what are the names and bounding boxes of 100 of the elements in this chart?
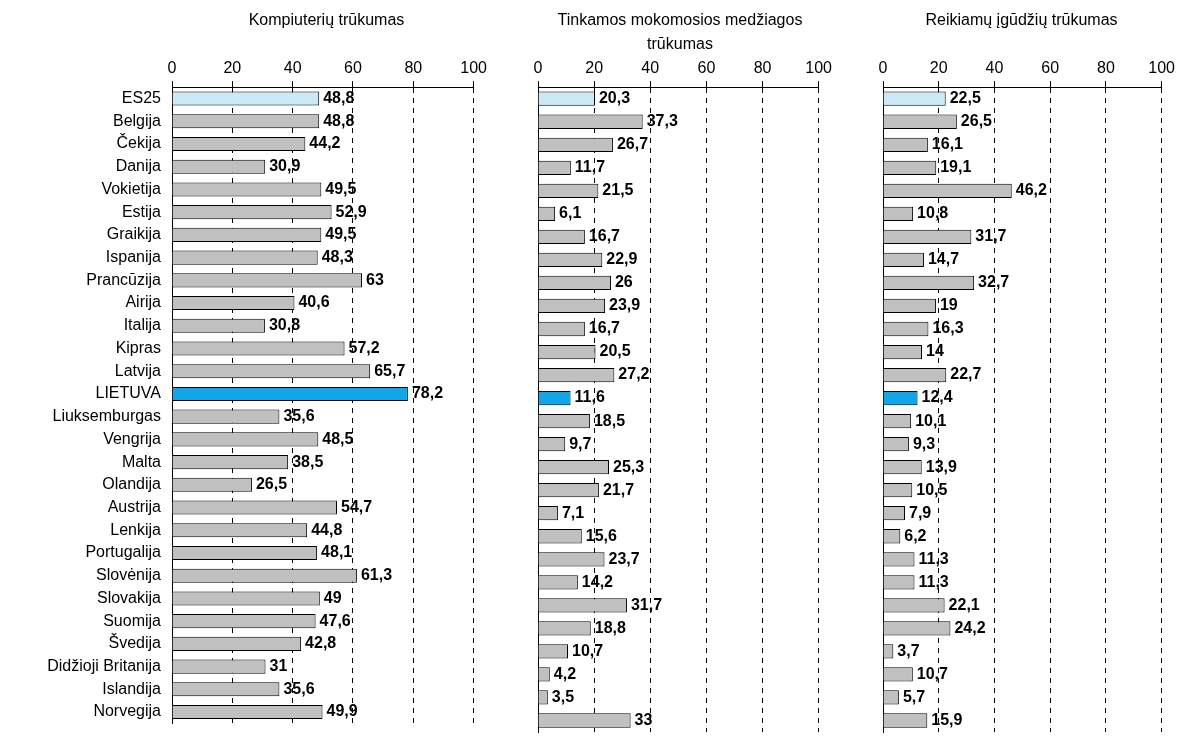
x-tick-label: 20 <box>929 59 948 77</box>
data-label: 31 <box>269 657 288 674</box>
data-label: 16,1 <box>931 135 964 153</box>
data-label: 57,2 <box>348 338 380 356</box>
data-label: 22,5 <box>949 89 981 107</box>
data-label: 19 <box>939 296 958 314</box>
x-tick-label: 80 <box>1097 59 1115 77</box>
data-label: 78,2 <box>411 384 444 402</box>
y-tick-label: Lenkija <box>110 520 162 538</box>
y-tick-label: Olandija <box>102 475 162 493</box>
data-label: 35,6 <box>283 679 315 697</box>
data-label: 16,7 <box>588 227 621 245</box>
x-tick-label: 20 <box>585 59 604 77</box>
data-label: 11,3 <box>918 572 949 590</box>
data-label: 61,3 <box>360 566 393 584</box>
data-label: 21,5 <box>602 181 634 199</box>
y-tick-label: Belgija <box>112 111 162 129</box>
x-tick-label: 40 <box>641 59 660 77</box>
data-label: 27,2 <box>618 365 650 383</box>
data-label: 35,6 <box>283 407 315 425</box>
y-tick-label: Švedija <box>108 633 162 652</box>
y-tick-label: Graikija <box>106 225 162 243</box>
data-label: 23,9 <box>609 296 641 314</box>
y-tick-label: Kipras <box>115 338 161 356</box>
y-tick-label: Danija <box>115 157 162 175</box>
x-tick-label: 60 <box>344 59 362 77</box>
data-label: 10,7 <box>572 641 604 659</box>
data-label: 44,2 <box>309 134 341 152</box>
x-tick-label: 100 <box>1148 59 1176 77</box>
data-label: 49,5 <box>325 179 357 197</box>
y-tick-label: Islandija <box>102 679 162 697</box>
y-tick-label: Vokietija <box>101 179 162 197</box>
data-label: 48,5 <box>322 429 354 447</box>
y-tick-label: Austrija <box>107 497 162 515</box>
data-label: 25,3 <box>613 457 645 475</box>
x-tick-label: 100 <box>805 59 833 77</box>
data-label: 18,8 <box>594 618 626 636</box>
data-label: 63 <box>366 270 384 288</box>
data-label: 30,9 <box>269 157 301 175</box>
data-label: 12,4 <box>921 388 953 406</box>
data-label: 31,7 <box>975 227 1007 245</box>
data-label: 22,1 <box>948 595 980 613</box>
data-label: 48,8 <box>323 88 355 106</box>
chart-title: Reikiamų įgūdžių trūkumas <box>924 10 1119 30</box>
data-label: 10,5 <box>916 480 948 498</box>
data-label: 20,3 <box>598 89 631 107</box>
x-tick-label: 60 <box>1041 59 1060 77</box>
y-tick-label: Portugalija <box>85 543 162 561</box>
data-label: 26,7 <box>616 135 649 153</box>
data-label: 40,6 <box>298 293 330 311</box>
data-label: 10,1 <box>915 411 947 429</box>
data-label: 37,3 <box>646 112 678 130</box>
x-tick-label: 20 <box>223 59 242 77</box>
data-label: 9,7 <box>569 434 592 452</box>
data-label: 54,7 <box>341 497 373 515</box>
data-label: 38,5 <box>292 452 324 470</box>
data-label: 16,7 <box>588 319 621 337</box>
y-tick-label: Latvija <box>114 361 162 379</box>
data-label: 42,8 <box>305 634 337 652</box>
data-label: 31,7 <box>630 595 663 613</box>
data-label: 23,7 <box>608 549 640 567</box>
data-label: 48,1 <box>321 543 353 561</box>
data-label: 26,5 <box>255 475 288 493</box>
data-label: 10,8 <box>917 204 949 222</box>
data-label: 13,9 <box>925 457 957 475</box>
data-label: 20,5 <box>599 342 631 360</box>
y-tick-label: Malta <box>121 452 162 470</box>
data-label: 22,7 <box>950 365 982 383</box>
data-label: 6,2 <box>904 526 927 544</box>
data-label: 7,9 <box>909 503 932 521</box>
data-label: 4,2 <box>553 664 577 682</box>
chart-title: Tinkamos mokomosios medžiagos trūkumas <box>556 10 804 54</box>
data-label: 49,5 <box>325 225 357 243</box>
y-tick-label: Suomija <box>103 611 162 629</box>
data-label: 7,1 <box>561 503 585 521</box>
data-label: 26 <box>614 273 633 291</box>
y-tick-label: LIETUVA <box>95 384 162 402</box>
data-label: 16,3 <box>932 319 964 337</box>
chart-title: Kompiuterių trūkumas <box>247 10 406 30</box>
data-label: 10,7 <box>916 664 949 682</box>
data-label: 47,6 <box>319 611 351 629</box>
x-tick-label: 40 <box>283 59 302 77</box>
data-label: 5,7 <box>902 687 926 705</box>
data-label: 49,9 <box>326 702 358 720</box>
data-label: 48,8 <box>323 111 355 129</box>
data-label: 14 <box>926 342 944 360</box>
y-tick-label: Vengrija <box>103 429 162 447</box>
data-label: 19,1 <box>940 158 972 176</box>
data-label: 44,8 <box>311 520 343 538</box>
data-label: 3,5 <box>551 687 575 705</box>
data-label: 33 <box>634 710 653 728</box>
y-tick-label: Didžioji Britanija <box>47 657 162 674</box>
data-label: 65,7 <box>374 361 406 379</box>
data-label: 11,7 <box>574 158 606 176</box>
y-tick-label: Liuksemburgas <box>52 407 161 425</box>
x-tick-label: 0 <box>167 59 177 77</box>
y-tick-label: Airija <box>125 293 162 311</box>
data-label: 14,7 <box>927 250 960 268</box>
data-label: 15,9 <box>931 710 963 728</box>
y-tick-label: Prancūzija <box>86 270 162 288</box>
